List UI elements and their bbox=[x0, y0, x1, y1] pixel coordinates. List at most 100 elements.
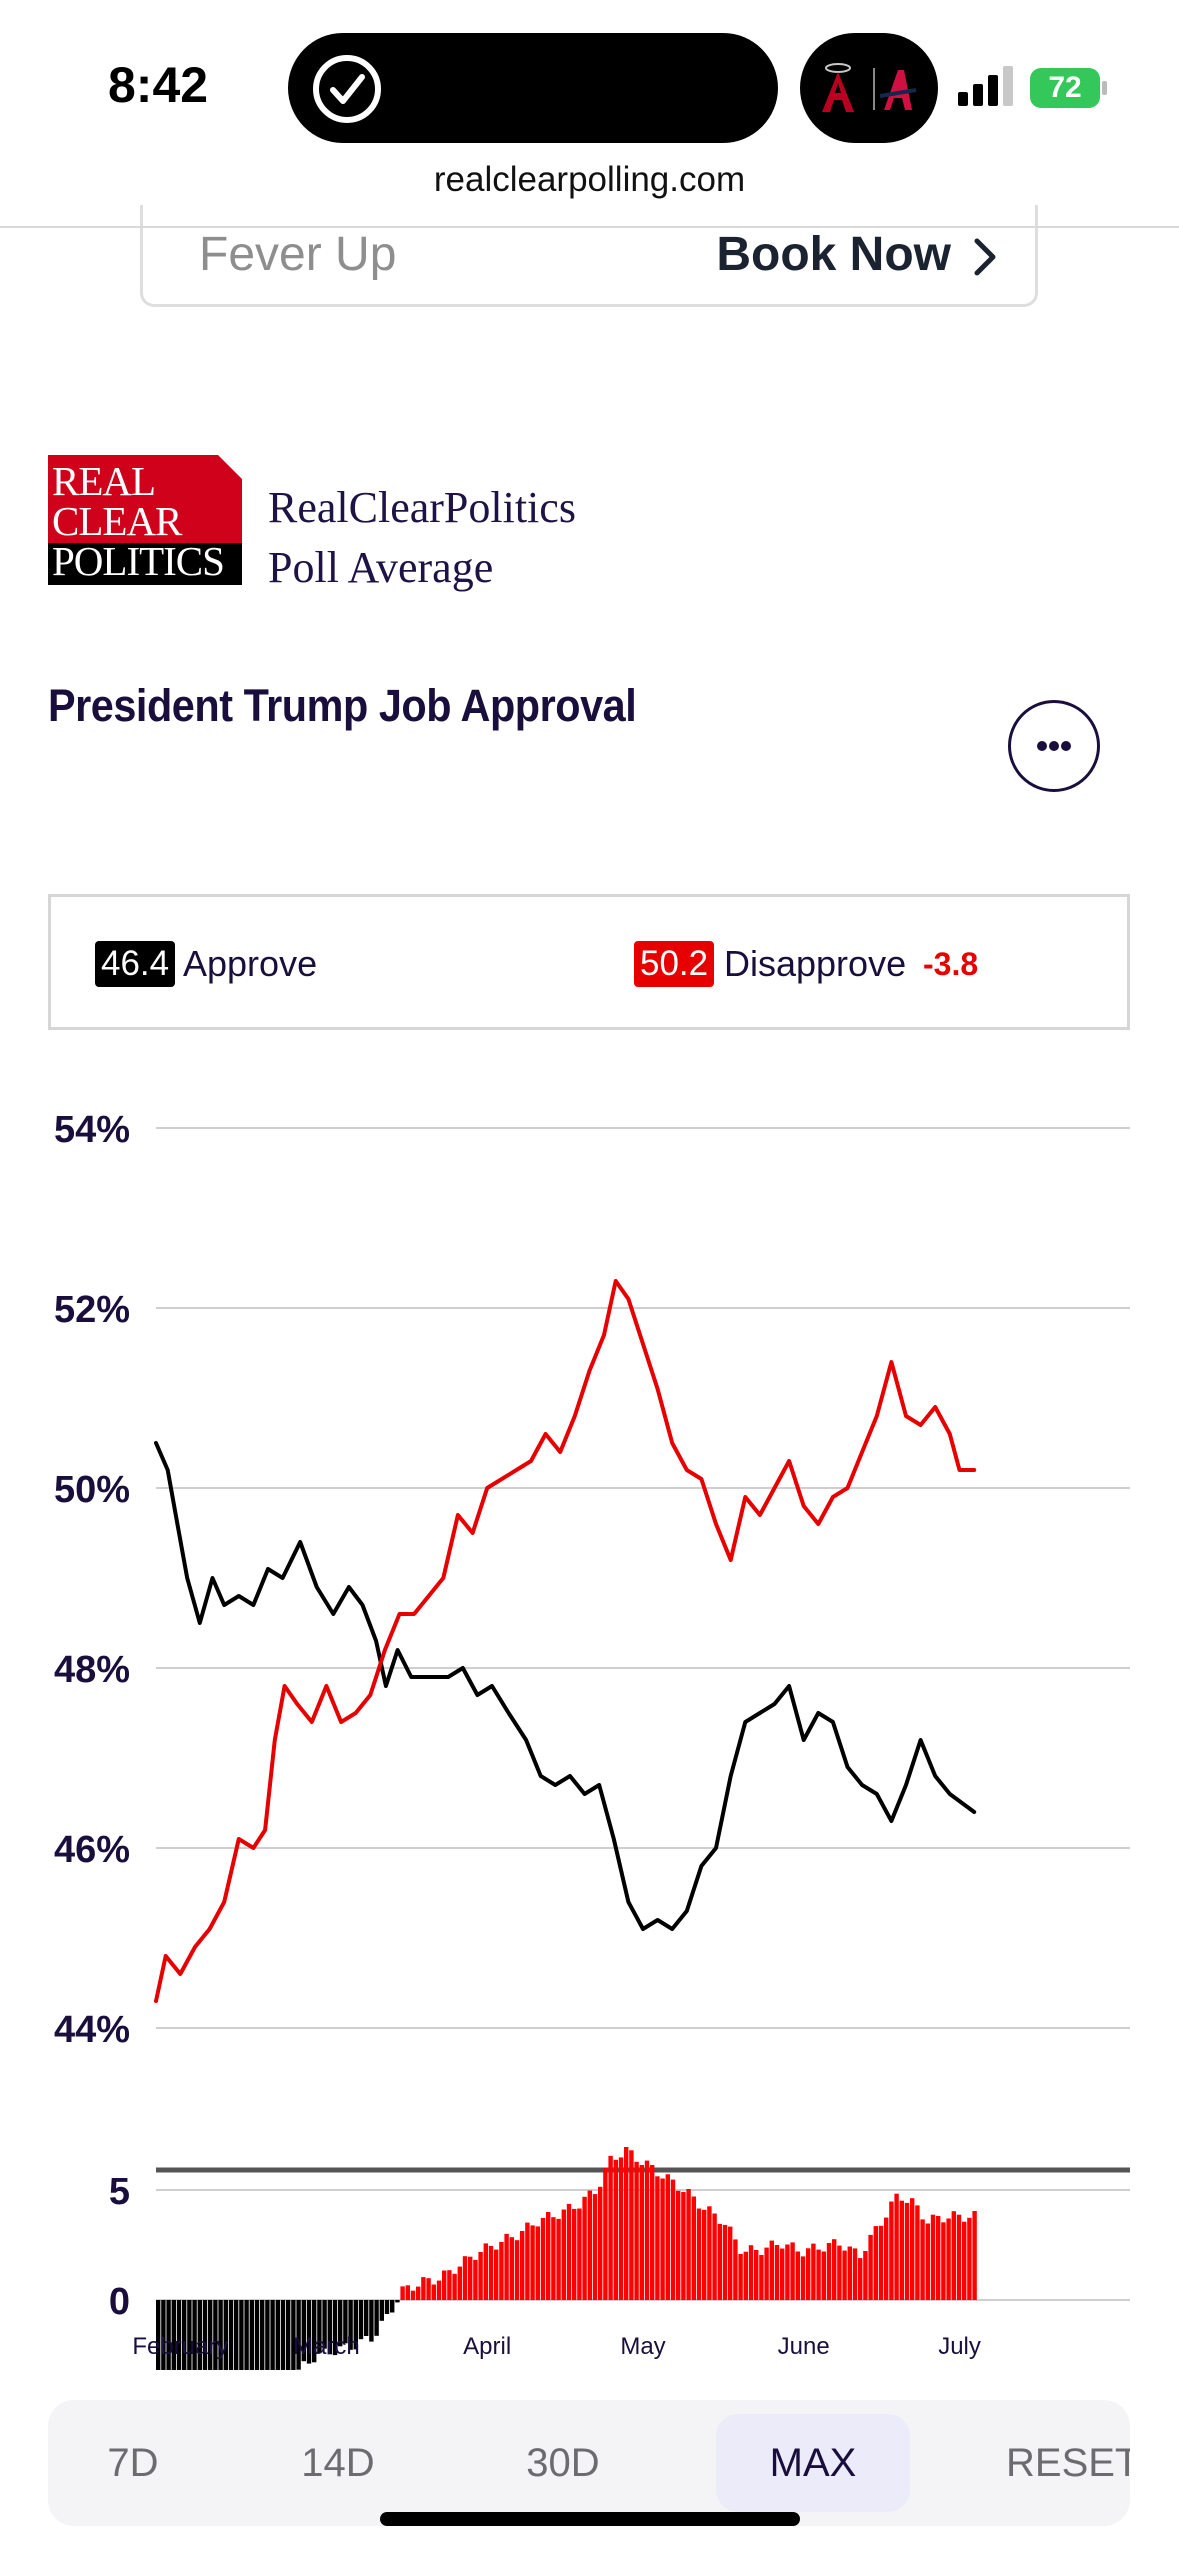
battery-tip bbox=[1102, 81, 1107, 95]
spread-bar bbox=[348, 2300, 353, 2350]
spread-bar bbox=[764, 2247, 769, 2300]
spread-bar bbox=[234, 2300, 239, 2370]
rcp-logo-line-3: POLITICS bbox=[52, 538, 225, 584]
spread-bar bbox=[514, 2240, 520, 2300]
spread-bar bbox=[509, 2237, 514, 2300]
spread-bar bbox=[327, 2300, 332, 2355]
spread-bar bbox=[733, 2239, 738, 2300]
spread-bar bbox=[457, 2266, 462, 2300]
spread-bar bbox=[462, 2256, 468, 2300]
home-indicator bbox=[380, 2512, 800, 2526]
spread-bar bbox=[468, 2256, 473, 2300]
spread-bar bbox=[582, 2196, 587, 2300]
approve-value-badge: 46.4 bbox=[95, 941, 176, 987]
spread-bar bbox=[759, 2255, 764, 2300]
spread-bar bbox=[629, 2150, 634, 2300]
spread-bar bbox=[910, 2198, 915, 2300]
spread-bar bbox=[920, 2219, 925, 2300]
spread-bar bbox=[717, 2223, 722, 2300]
live-activity-pill[interactable] bbox=[800, 33, 938, 143]
line-chart-y-tick: 46% bbox=[54, 1829, 130, 1871]
spread-bar bbox=[280, 2300, 286, 2370]
spread-bar bbox=[421, 2277, 426, 2300]
x-axis-tick-label: February bbox=[132, 2333, 228, 2360]
spread-bar bbox=[608, 2155, 613, 2300]
spread-bar bbox=[176, 2300, 182, 2370]
disapprove-value-badge: 50.2 bbox=[634, 941, 715, 987]
ellipsis-icon bbox=[1037, 741, 1071, 751]
spread-bar bbox=[644, 2160, 650, 2300]
team-logo-braves-icon bbox=[873, 68, 917, 110]
rcp-logo-corner bbox=[218, 455, 242, 479]
range-reset-button[interactable]: RESET bbox=[1006, 2441, 1130, 2485]
spread-bar bbox=[894, 2193, 899, 2300]
more-options-button[interactable] bbox=[1008, 700, 1100, 792]
spread-bar bbox=[499, 2241, 504, 2300]
ad-banner[interactable]: Fever Up Book Now bbox=[140, 205, 1038, 307]
spread-bar bbox=[353, 2300, 358, 2350]
spread-bar bbox=[442, 2270, 447, 2300]
spread-bar bbox=[670, 2179, 676, 2300]
spread-bar bbox=[676, 2190, 681, 2300]
range-tab-max[interactable]: MAX bbox=[716, 2414, 910, 2512]
spread-bar bbox=[301, 2300, 306, 2362]
range-tab-7d[interactable]: 7D bbox=[107, 2441, 159, 2485]
spread-bar bbox=[530, 2225, 535, 2300]
spread-bar bbox=[416, 2286, 421, 2300]
spread-bar bbox=[858, 2258, 863, 2300]
spread-bar bbox=[410, 2290, 416, 2300]
spread-bar bbox=[936, 2216, 941, 2300]
spread-bar bbox=[338, 2300, 343, 2347]
spread-bar bbox=[639, 2165, 644, 2300]
rcp-header-title: RealClearPolitics Poll Average bbox=[268, 478, 576, 598]
spread-chart-y-tick: 0 bbox=[109, 2281, 130, 2323]
spread-bar bbox=[504, 2233, 509, 2300]
spread-bar bbox=[161, 2300, 166, 2370]
spread-bar bbox=[832, 2239, 837, 2300]
spread-bar bbox=[800, 2256, 806, 2300]
spread-bar bbox=[166, 2300, 171, 2370]
line-chart-y-tick: 50% bbox=[54, 1469, 130, 1511]
chart-title: President Trump Job Approval bbox=[48, 680, 637, 731]
spread-bar bbox=[743, 2251, 748, 2300]
spread-bar bbox=[941, 2222, 946, 2300]
spread-bar bbox=[374, 2300, 379, 2336]
spread-bar bbox=[681, 2192, 686, 2300]
range-selector: 7D 14D 30D MAX RESET bbox=[48, 2400, 1130, 2526]
spread-bar bbox=[967, 2217, 972, 2300]
spread-bar bbox=[379, 2300, 384, 2321]
spread-bar bbox=[265, 2300, 270, 2370]
spread-bar bbox=[962, 2221, 967, 2300]
spread-bar bbox=[390, 2300, 395, 2313]
spread-bar bbox=[436, 2280, 442, 2300]
rcp-logo[interactable]: REAL CLEAR POLITICS bbox=[48, 455, 242, 585]
address-bar-url[interactable]: realclearpolling.com bbox=[433, 160, 746, 199]
spread-bar bbox=[884, 2217, 889, 2300]
spread-bar bbox=[452, 2273, 457, 2300]
ad-book-now-button[interactable]: Book Now bbox=[716, 228, 951, 281]
spread-bar bbox=[951, 2211, 956, 2300]
spread-bar bbox=[218, 2300, 223, 2370]
spread-bar bbox=[312, 2300, 317, 2363]
rcp-logo-line-2: CLEAR bbox=[52, 498, 182, 544]
spread-bar bbox=[780, 2248, 785, 2300]
cellular-signal-icon bbox=[958, 66, 1013, 106]
approval-chart[interactable]: 54%52%50%48%46%44%50-5FebruaryMarchApril… bbox=[0, 1080, 1179, 2370]
spread-bar bbox=[291, 2300, 296, 2370]
spread-bar bbox=[707, 2206, 712, 2300]
range-tab-30d[interactable]: 30D bbox=[526, 2441, 600, 2485]
spread-bar bbox=[317, 2300, 322, 2354]
spread-bar bbox=[650, 2165, 655, 2300]
spread-bar bbox=[806, 2248, 811, 2300]
spread-bar bbox=[821, 2251, 826, 2300]
disapprove-series-line bbox=[154, 1279, 977, 2003]
range-tab-14d[interactable]: 14D bbox=[301, 2441, 375, 2485]
spread-bar bbox=[369, 2300, 374, 2342]
rcp-title-line-1: RealClearPolitics bbox=[268, 483, 576, 532]
spread-bar bbox=[925, 2223, 930, 2300]
rcp-title-line-2: Poll Average bbox=[268, 543, 494, 592]
spread-bar bbox=[405, 2285, 410, 2300]
spread-bar bbox=[847, 2246, 852, 2300]
spread-bar bbox=[655, 2176, 660, 2300]
spread-bar bbox=[696, 2208, 702, 2300]
